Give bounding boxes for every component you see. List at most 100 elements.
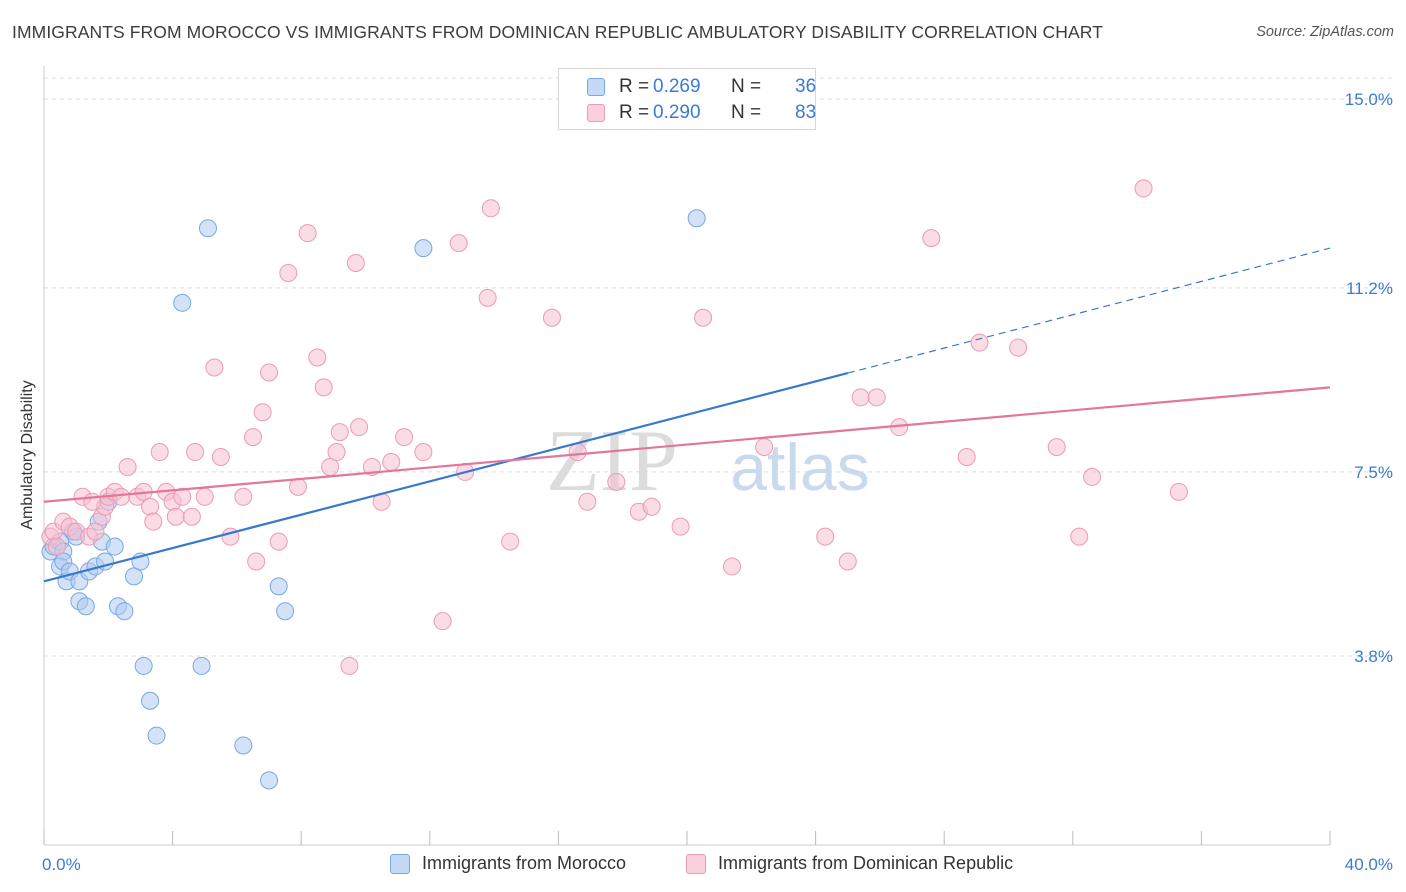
y-tick-label: 3.8%	[1354, 647, 1393, 666]
dominican-point	[851, 388, 870, 407]
dominican-point	[1083, 467, 1102, 486]
morocco-trendline-extension	[847, 247, 1331, 374]
legend-r-label: R =	[619, 76, 650, 97]
dominican-point	[83, 492, 102, 511]
morocco-point	[125, 567, 144, 586]
legend-n-label: N =	[731, 102, 762, 123]
dominican-point	[211, 448, 230, 467]
dominican-point	[382, 452, 401, 471]
dominican-point	[86, 522, 105, 541]
legend-n-value: 83	[795, 102, 817, 123]
dominican-point	[1169, 482, 1188, 501]
source-label: Source: ZipAtlas.com	[1256, 24, 1394, 40]
dominican-point	[501, 532, 520, 551]
dominican-point	[542, 308, 561, 327]
morocco-point	[198, 219, 217, 238]
dominican-point	[1009, 338, 1028, 357]
dominican-point	[112, 487, 131, 506]
morocco-point	[276, 602, 295, 621]
dominican-point	[243, 428, 262, 447]
morocco-point	[76, 597, 95, 616]
morocco-point	[115, 602, 134, 621]
dominican-point	[350, 418, 369, 437]
legend-swatch-dominican	[587, 104, 605, 122]
legend-n-value: 36	[795, 76, 817, 97]
dominican-point	[150, 443, 169, 462]
dominican-point	[922, 229, 941, 248]
morocco-point	[141, 691, 160, 710]
dominican-point	[118, 457, 137, 476]
legend-n-label: N =	[731, 76, 762, 97]
dominican-point	[478, 288, 497, 307]
dominican-point	[182, 507, 201, 526]
legend-swatch-morocco	[587, 78, 605, 96]
dominican-point	[816, 527, 835, 546]
dominican-point	[298, 224, 317, 243]
y-tick-label: 7.5%	[1354, 463, 1393, 482]
dominican-point	[330, 423, 349, 442]
morocco-point	[269, 577, 288, 596]
dominican-point	[47, 537, 66, 556]
morocco-point	[687, 209, 706, 228]
chart-title: IMMIGRANTS FROM MOROCCO VS IMMIGRANTS FR…	[12, 22, 1104, 42]
morocco-point	[105, 537, 124, 556]
x-tick-label: 40.0%	[1345, 855, 1393, 874]
morocco-point	[192, 656, 211, 675]
legend-r-value: 0.269	[653, 76, 701, 97]
bottom-legend-swatch-morocco	[390, 854, 410, 874]
legend-r-label: R =	[619, 102, 650, 123]
dominican-point	[166, 507, 185, 526]
y-tick-label: 15.0%	[1345, 90, 1393, 109]
grid-layer	[44, 77, 1392, 657]
points-layer	[41, 179, 1188, 790]
dominican-point	[1047, 438, 1066, 457]
dominican-point	[838, 552, 857, 571]
dominican-point	[308, 348, 327, 367]
dominican-point	[723, 557, 742, 576]
morocco-point	[234, 736, 253, 755]
dominican-point	[340, 656, 359, 675]
dominican-trendline	[43, 386, 1331, 503]
dominican-point	[186, 443, 205, 462]
morocco-point	[414, 239, 433, 258]
dominican-point	[867, 388, 886, 407]
dominican-point	[607, 472, 626, 491]
dominican-point	[346, 254, 365, 273]
dominican-point	[195, 487, 214, 506]
morocco-point	[173, 293, 192, 312]
morocco-point	[147, 726, 166, 745]
dominican-point	[481, 199, 500, 218]
dominican-point	[279, 263, 298, 282]
watermark-zip: ZIP	[546, 413, 678, 510]
dominican-point	[957, 448, 976, 467]
tick-labels: 3.8% 7.5% 11.2% 15.0% 0.0% 40.0%	[42, 90, 1393, 874]
watermark-atlas: atlas	[730, 430, 869, 504]
dominican-point	[694, 308, 713, 327]
bottom-legend-swatch-dominican	[686, 854, 706, 874]
dominican-point	[253, 403, 272, 422]
legend-r-value: 0.290	[653, 102, 701, 123]
bottom-legend-label-morocco: Immigrants from Morocco	[422, 853, 627, 873]
dominican-point	[234, 487, 253, 506]
bottom-legend-label-dominican: Immigrants from Dominican Republic	[718, 853, 1014, 873]
correlation-legend: R = 0.269 N = 36 R = 0.290 N = 83	[558, 68, 816, 130]
dominican-point	[205, 358, 224, 377]
dominican-point	[327, 443, 346, 462]
y-tick-label: 11.2%	[1346, 279, 1393, 298]
dominican-point	[288, 477, 307, 496]
dominican-point	[970, 333, 989, 352]
axes-layer	[43, 66, 1331, 846]
dominican-point	[568, 443, 587, 462]
watermark: ZIP atlas	[546, 413, 870, 510]
dominican-point	[414, 443, 433, 462]
trend-layer	[43, 247, 1331, 583]
morocco-point	[260, 771, 279, 790]
y-axis-label: Ambulatory Disability	[19, 380, 36, 530]
morocco-point	[134, 656, 153, 675]
dominican-point	[671, 517, 690, 536]
dominican-point	[173, 487, 192, 506]
dominican-point	[1134, 179, 1153, 198]
dominican-point	[314, 378, 333, 397]
x-tick-label: 0.0%	[42, 855, 81, 874]
